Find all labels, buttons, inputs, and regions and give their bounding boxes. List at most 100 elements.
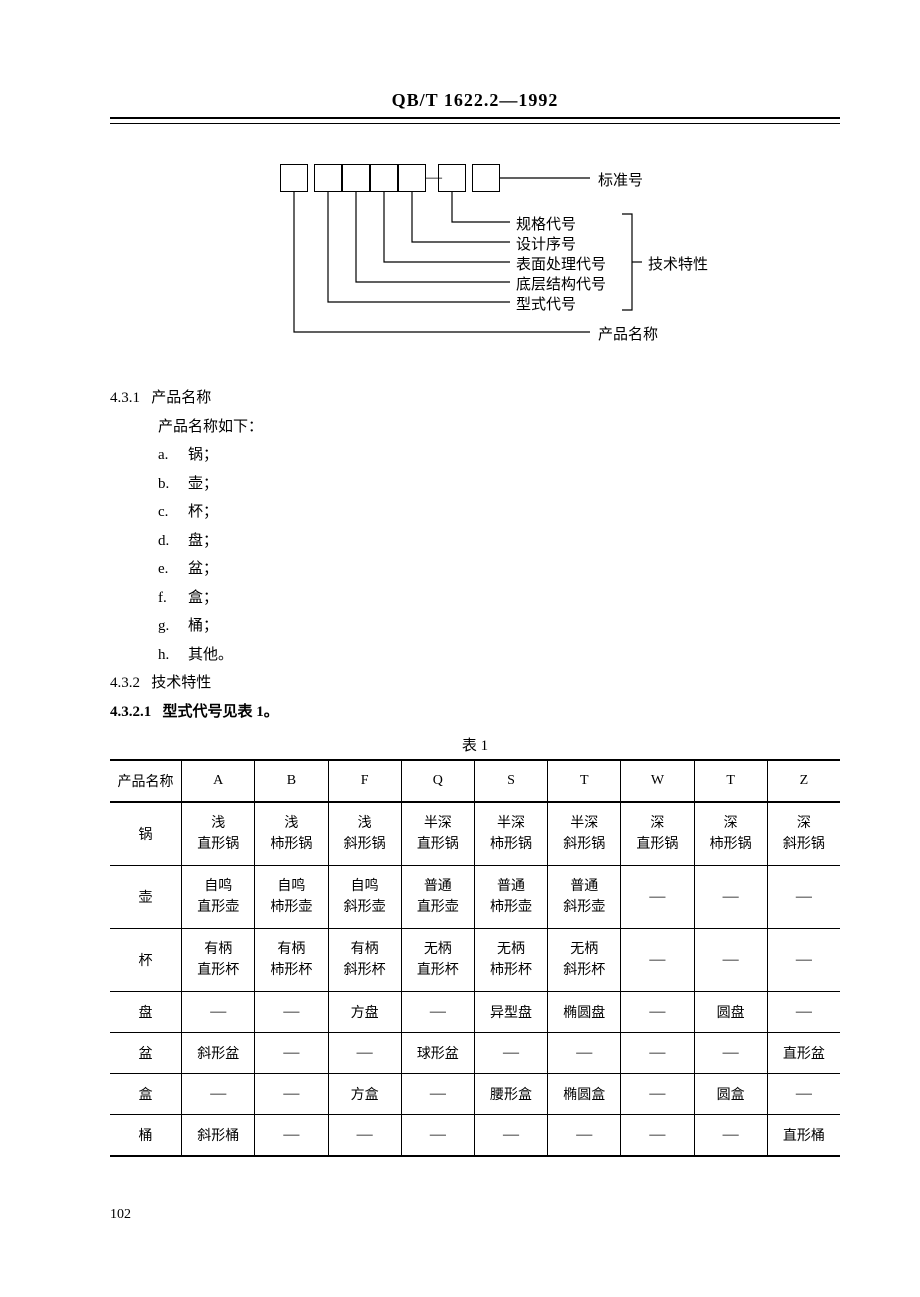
table-cell: — xyxy=(694,866,767,929)
table-cell: — xyxy=(255,1074,328,1115)
table-cell: 无柄斜形杯 xyxy=(548,929,621,992)
table-row: 壶自鸣直形壶自鸣柿形壶自鸣斜形壶普通直形壶普通柿形壶普通斜形壶——— xyxy=(110,866,840,929)
table-cell: — xyxy=(621,1033,694,1074)
table1-caption: 表 1 xyxy=(110,734,840,755)
table-row: 盒——方盒—腰形盒椭圆盒—圆盒— xyxy=(110,1074,840,1115)
table-cell: — xyxy=(621,866,694,929)
table-row: 锅浅直形锅浅柿形锅浅斜形锅半深直形锅半深柿形锅半深斜形锅深直形锅深柿形锅深斜形锅 xyxy=(110,802,840,866)
col-T2: T xyxy=(694,760,767,802)
col-T: T xyxy=(548,760,621,802)
list-item: f.盒； xyxy=(158,584,840,613)
table-cell: — xyxy=(255,992,328,1033)
section-4321-num: 4.3.2.1 xyxy=(110,704,151,720)
diagram-label-standard: 标准号 xyxy=(598,169,643,190)
row-name-cell: 杯 xyxy=(110,929,182,992)
section-4321-heading: 4.3.2.1 型式代号见表 1。 xyxy=(110,698,840,727)
col-product-name: 产品名称 xyxy=(110,760,182,802)
table-header-row: 产品名称 A B F Q S T W T Z xyxy=(110,760,840,802)
table-cell: 浅斜形锅 xyxy=(328,802,401,866)
table-cell: 椭圆盘 xyxy=(548,992,621,1033)
table-cell: — xyxy=(255,1033,328,1074)
section-431-title: 产品名称 xyxy=(151,390,211,406)
section-4321-title: 型式代号见表 1。 xyxy=(163,704,279,720)
section-431-heading: 4.3.1 产品名称 xyxy=(110,384,840,413)
col-Z: Z xyxy=(767,760,840,802)
table-cell: — xyxy=(401,992,474,1033)
table-cell: — xyxy=(401,1074,474,1115)
table-cell: — xyxy=(694,1115,767,1157)
table-cell: — xyxy=(255,1115,328,1157)
list-item: h.其他。 xyxy=(158,641,840,670)
table-cell: 斜形盆 xyxy=(182,1033,255,1074)
row-name-cell: 锅 xyxy=(110,802,182,866)
coding-diagram: — 标准号 规格代号 设计序号 表面处理 xyxy=(280,164,840,354)
table-cell: — xyxy=(621,992,694,1033)
table-cell: 深斜形锅 xyxy=(767,802,840,866)
table-cell: 深直形锅 xyxy=(621,802,694,866)
table-cell: 自鸣柿形壶 xyxy=(255,866,328,929)
header-rule-thick xyxy=(110,117,840,119)
table-cell: 无柄直形杯 xyxy=(401,929,474,992)
table-row: 桶斜形桶———————直形桶 xyxy=(110,1115,840,1157)
table-cell: — xyxy=(328,1033,401,1074)
list-item: a.锅； xyxy=(158,441,840,470)
table-cell: 无柄柿形杯 xyxy=(474,929,547,992)
col-S: S xyxy=(474,760,547,802)
list-item: g.桶； xyxy=(158,612,840,641)
table-cell: 半深柿形锅 xyxy=(474,802,547,866)
table-cell: 自鸣斜形壶 xyxy=(328,866,401,929)
diagram-label-surface: 表面处理代号 xyxy=(516,253,606,274)
table-cell: 浅柿形锅 xyxy=(255,802,328,866)
table-row: 盘——方盘—异型盘椭圆盘—圆盘— xyxy=(110,992,840,1033)
list-item: d.盘； xyxy=(158,527,840,556)
diagram-label-design: 设计序号 xyxy=(516,233,576,254)
table-row: 盆斜形盆——球形盆————直形盆 xyxy=(110,1033,840,1074)
list-item: b.壶； xyxy=(158,470,840,499)
table-cell: — xyxy=(474,1115,547,1157)
table-cell: — xyxy=(548,1115,621,1157)
table-cell: — xyxy=(767,1074,840,1115)
row-name-cell: 盘 xyxy=(110,992,182,1033)
table-cell: 圆盒 xyxy=(694,1074,767,1115)
diagram-label-group: 技术特性 xyxy=(648,253,708,274)
table-cell: 深柿形锅 xyxy=(694,802,767,866)
table-cell: 普通柿形壶 xyxy=(474,866,547,929)
table-cell: 半深斜形锅 xyxy=(548,802,621,866)
table-cell: 有柄柿形杯 xyxy=(255,929,328,992)
table-cell: — xyxy=(767,992,840,1033)
row-name-cell: 桶 xyxy=(110,1115,182,1157)
list-item: e.盆； xyxy=(158,555,840,584)
table-cell: 球形盆 xyxy=(401,1033,474,1074)
standard-code-header: QB/T 1622.2—1992 xyxy=(110,90,840,111)
table-cell: — xyxy=(328,1115,401,1157)
table-cell: 普通直形壶 xyxy=(401,866,474,929)
table1: 产品名称 A B F Q S T W T Z 锅浅直形锅浅柿形锅浅斜形锅半深直形… xyxy=(110,759,840,1157)
header-rule-thin xyxy=(110,123,840,124)
col-B: B xyxy=(255,760,328,802)
table-cell: — xyxy=(694,1033,767,1074)
table-cell: 自鸣直形壶 xyxy=(182,866,255,929)
page: QB/T 1622.2—1992 — xyxy=(0,0,920,1263)
table-cell: — xyxy=(548,1033,621,1074)
diagram-label-bottom: 底层结构代号 xyxy=(516,273,606,294)
table-cell: — xyxy=(182,992,255,1033)
table-cell: 异型盘 xyxy=(474,992,547,1033)
table-cell: — xyxy=(621,929,694,992)
table-cell: — xyxy=(182,1074,255,1115)
table-cell: 普通斜形壶 xyxy=(548,866,621,929)
table-cell: — xyxy=(621,1074,694,1115)
section-432-title: 技术特性 xyxy=(151,675,211,691)
row-name-cell: 壶 xyxy=(110,866,182,929)
table-cell: — xyxy=(621,1115,694,1157)
col-Q: Q xyxy=(401,760,474,802)
table-cell: 方盒 xyxy=(328,1074,401,1115)
section-431-num: 4.3.1 xyxy=(110,390,140,406)
table-cell: 腰形盒 xyxy=(474,1074,547,1115)
table-cell: — xyxy=(767,866,840,929)
table-cell: — xyxy=(694,929,767,992)
section-432-num: 4.3.2 xyxy=(110,675,140,691)
section-431-intro: 产品名称如下： xyxy=(158,413,840,442)
table-cell: 浅直形锅 xyxy=(182,802,255,866)
table-cell: 直形盆 xyxy=(767,1033,840,1074)
table-cell: — xyxy=(474,1033,547,1074)
